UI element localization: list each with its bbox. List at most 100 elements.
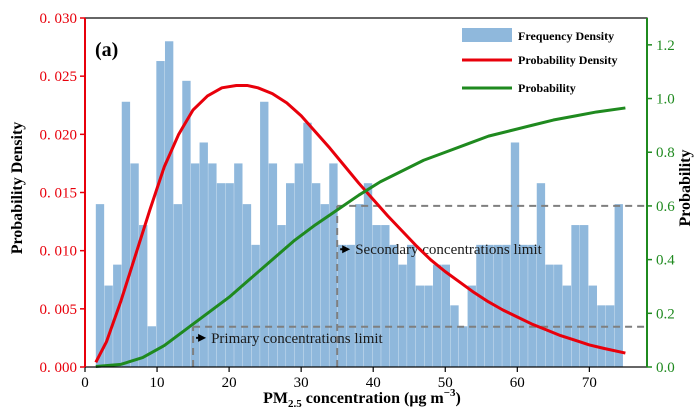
histogram-bar	[389, 244, 399, 367]
histogram-bar	[597, 305, 606, 367]
histogram-bar	[519, 244, 528, 367]
cdf-curve	[95, 106, 626, 368]
histogram-bar	[216, 183, 226, 367]
panel-label: (a)	[95, 39, 118, 61]
histogram-bar	[234, 163, 243, 367]
reference-label: Primary concentrations limit	[211, 331, 383, 347]
histogram-bar	[182, 80, 191, 367]
histogram-bar	[398, 264, 407, 367]
histogram-bar	[510, 142, 520, 367]
histogram-bar	[277, 225, 286, 367]
pdf-curve	[94, 83, 626, 364]
x-tick-label: 60	[510, 375, 525, 391]
curves	[94, 83, 626, 368]
histogram-bar	[320, 204, 329, 367]
histogram-bar	[156, 61, 165, 367]
histogram-bar	[121, 101, 131, 367]
histogram-bar	[476, 244, 485, 367]
y-left-tick-label: 0. 010	[40, 244, 78, 260]
histogram-bar	[139, 225, 148, 367]
histogram-bar	[242, 204, 252, 367]
histogram-bar	[251, 244, 260, 367]
y-left-tick-label: 0. 015	[40, 186, 78, 202]
y-left-tick-label: 0. 005	[40, 302, 78, 318]
x-tick-label: 50	[438, 375, 453, 391]
histogram-bar	[164, 41, 174, 368]
histogram-bar	[502, 244, 511, 367]
histogram-bar	[346, 244, 355, 367]
y-right-tick-label: 0.6	[656, 199, 675, 215]
reference-lines: Primary concentrations limit Secondary co…	[192, 204, 647, 367]
y-axis-right-title: Probability	[677, 149, 694, 226]
histogram-bar	[311, 183, 321, 367]
legend-label-frequency-density: Frequency Density	[518, 29, 614, 43]
y-right-tick-label: 1.2	[656, 38, 675, 54]
x-tick-label: 30	[294, 375, 309, 391]
histogram-bar	[450, 305, 459, 367]
histogram-bar	[363, 183, 373, 367]
histogram-bar	[458, 326, 468, 367]
histogram-bar	[268, 163, 278, 367]
y-left-tick-label: 0. 030	[40, 11, 78, 27]
y-right-tick-label: 0.8	[656, 145, 675, 161]
histogram-bar	[484, 244, 494, 367]
x-tick-label: 10	[150, 375, 165, 391]
histogram-bar	[294, 163, 304, 367]
histogram-bar	[355, 204, 364, 367]
histogram-bar	[337, 244, 347, 367]
histogram-bar	[381, 225, 390, 367]
histogram-bar	[424, 285, 433, 367]
histogram-bars	[95, 41, 623, 368]
histogram-bar	[147, 326, 157, 367]
histogram-bar	[605, 305, 615, 367]
y-left-tick-label: 0. 020	[40, 127, 78, 143]
reference-label: Secondary concentrations limit	[355, 242, 542, 258]
histogram-bar	[199, 142, 208, 367]
histogram-bar	[571, 225, 580, 367]
histogram-bar	[441, 264, 450, 367]
histogram-bar	[113, 264, 122, 367]
histogram-bar	[554, 264, 563, 367]
y-left-tick-label: 0. 000	[40, 360, 78, 376]
y-right-tick-label: 0.0	[656, 360, 675, 376]
histogram-bar	[190, 163, 200, 367]
legend-swatch-frequency-density	[462, 28, 512, 42]
x-tick-label: 20	[222, 375, 237, 391]
y-right-tick-label: 1.0	[656, 92, 675, 108]
legend-label-probability: Probability	[518, 81, 576, 95]
legend: Frequency Density Probability Density Pr…	[462, 28, 617, 95]
histogram-bar	[433, 264, 442, 367]
x-tick-label: 0	[81, 375, 89, 391]
histogram-bar	[415, 285, 425, 367]
histogram-bar	[225, 183, 234, 367]
histogram-bar	[303, 122, 312, 367]
axes: 0 10 20 30 40 50 60 70 0. 000 0. 005 0. 010 0. 015 0…	[40, 11, 676, 391]
histogram-bar	[579, 225, 589, 367]
y-right-tick-label: 0.2	[656, 306, 675, 322]
histogram-bar	[329, 163, 338, 367]
x-tick-label: 70	[582, 375, 597, 391]
histogram-bar	[260, 101, 269, 367]
reference-arrow-head	[198, 333, 207, 342]
histogram-bar	[104, 285, 113, 367]
histogram-bar	[95, 204, 105, 367]
y-right-tick-label: 0.4	[656, 253, 675, 269]
y-left-tick-label: 0. 025	[40, 69, 78, 85]
histogram-bar	[545, 264, 554, 367]
histogram-bar	[372, 225, 381, 367]
histogram-bar	[536, 183, 546, 367]
y-axis-left-title: Probability Density	[9, 122, 26, 255]
histogram-bar	[614, 204, 623, 367]
x-axis-title: PM2.5 concentration (μg m−3)	[263, 387, 461, 410]
legend-label-probability-density: Probability Density	[518, 53, 617, 67]
x-tick-label: 40	[366, 375, 381, 391]
histogram-bar	[208, 163, 217, 367]
histogram-bar	[173, 204, 182, 367]
histogram-bar	[286, 183, 295, 367]
histogram-bar	[528, 244, 537, 367]
reference-arrow-head	[342, 245, 351, 254]
histogram-bar	[407, 244, 416, 367]
histogram-bar	[130, 163, 139, 367]
